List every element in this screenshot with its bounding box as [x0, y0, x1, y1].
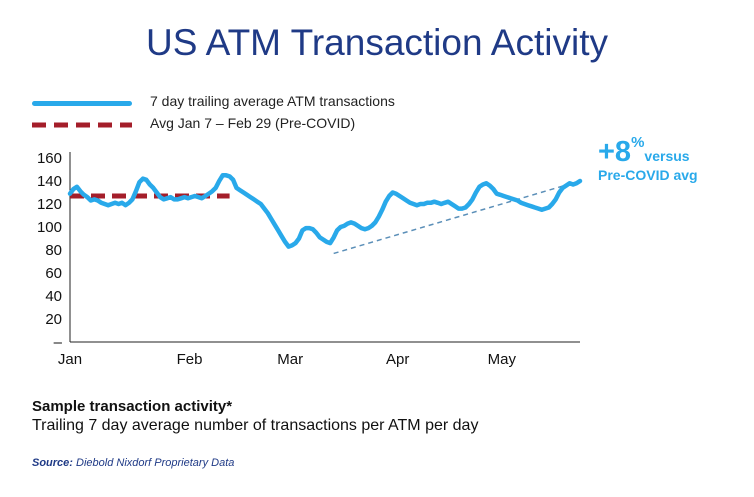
sample-heading: Sample transaction activity*	[32, 398, 233, 415]
y-tick-label: 80	[45, 242, 62, 259]
legend-swatch-solid	[32, 101, 132, 106]
source-prefix: Source:	[32, 457, 73, 469]
chart-title: US ATM Transaction Activity	[146, 22, 608, 63]
change-annotation: +8%versus Pre-COVID avg	[598, 134, 708, 183]
legend-label: 7 day trailing average ATM transactions	[150, 93, 395, 109]
series-line-trailing-average	[67, 173, 583, 249]
y-tick-label: –	[54, 334, 63, 351]
x-tick-label: Jan	[58, 351, 82, 368]
legend-label: Avg Jan 7 – Feb 29 (Pre-COVID)	[150, 115, 356, 131]
y-tick-label: 120	[37, 196, 62, 213]
legend-swatch-dashed	[32, 122, 132, 128]
x-tick-label: Feb	[177, 351, 203, 368]
x-tick-label: Apr	[386, 351, 409, 368]
annotation-comparison: Pre-COVID avg	[598, 167, 698, 183]
annotation-value: +8	[598, 136, 632, 168]
source-note: Source: Diebold Nixdorf Proprietary Data	[32, 457, 234, 469]
annotation-unit: %	[631, 134, 645, 151]
x-tick-label: May	[488, 351, 517, 368]
y-tick-label: 40	[45, 288, 62, 305]
y-tick-label: 160	[37, 150, 62, 167]
trend-line	[333, 180, 581, 255]
y-tick-label: 140	[37, 173, 62, 190]
x-tick-label: Mar	[277, 351, 303, 368]
source-text: Diebold Nixdorf Proprietary Data	[76, 457, 235, 469]
y-tick-label: 100	[37, 219, 62, 236]
sample-description: Trailing 7 day average number of transac…	[32, 417, 479, 434]
annotation-versus: versus	[644, 148, 690, 164]
y-tick-label: 60	[45, 265, 62, 282]
y-tick-label: 20	[45, 311, 62, 328]
